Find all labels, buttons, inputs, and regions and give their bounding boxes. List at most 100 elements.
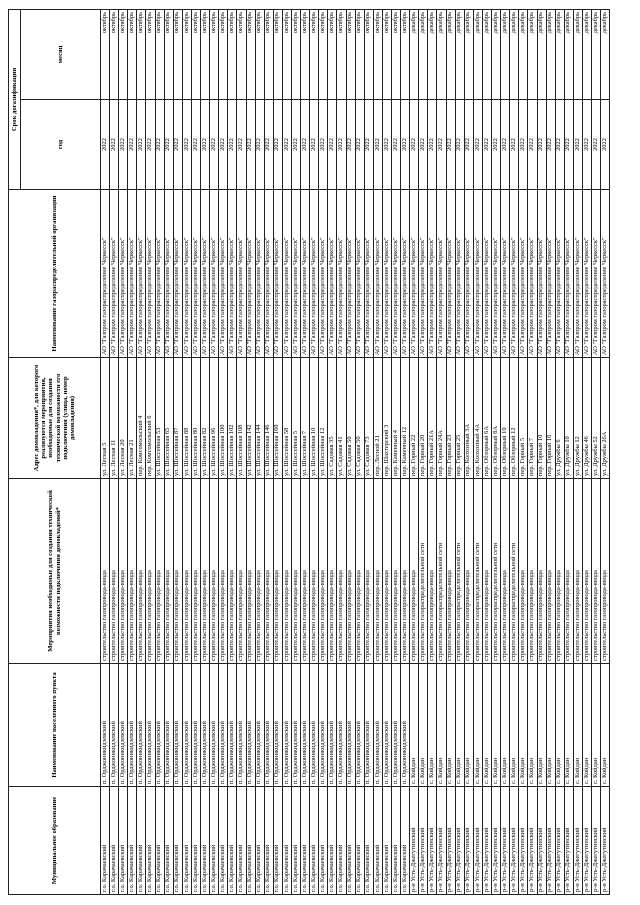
settlement-cell: п. Орджоникидзевский	[273, 663, 283, 787]
year-cell: 2022	[300, 99, 310, 190]
settlement-cell: с. Койдан	[427, 663, 437, 787]
municipality-cell: г.о. Карачаевский	[209, 786, 219, 895]
month-cell: декабрь	[509, 9, 519, 100]
year-cell: 2022	[509, 99, 519, 190]
municipality-cell: г.о. Карачаевский	[355, 786, 365, 895]
table-row: г.о. Карачаевский п. Орджоникидзевский стр…	[118, 9, 128, 895]
measure-cell: строительство газопровода-ввода	[427, 478, 437, 664]
measure-cell: строительство газопровода-ввода	[155, 478, 165, 664]
year-cell: 2022	[436, 99, 447, 190]
month-cell: октябрь	[209, 9, 219, 100]
address-cell: пер. Обзорный 10	[500, 357, 510, 479]
org-cell: АО "Газпром газораспределение Черкесск"	[509, 189, 519, 358]
month-cell: декабрь	[418, 9, 428, 100]
month-cell: декабрь	[564, 9, 574, 100]
settlement-cell: п. Орджоникидзевский	[164, 663, 174, 787]
measure-cell: строительство газопровода-ввода	[291, 478, 301, 664]
org-cell: АО "Газпром газораспределение Черкесск"	[300, 189, 310, 358]
measure-cell: строительство газопровода-ввода	[573, 478, 583, 664]
org-cell: АО "Газпром газораспределение Черкесск"	[373, 189, 383, 358]
table-row: г.о. Карачаевский п. Орджоникидзевский стр…	[227, 9, 237, 895]
year-cell: 2022	[127, 99, 137, 190]
month-cell: декабрь	[427, 9, 437, 100]
month-cell: октябрь	[218, 9, 228, 100]
table-row: г.о. Карачаевский п. Орджоникидзевский стр…	[309, 9, 319, 895]
municipality-cell: г.о. Карачаевский	[118, 786, 128, 895]
settlement-cell: с. Койдан	[491, 663, 501, 787]
org-cell: АО "Газпром газораспределение Черкесск"	[173, 189, 183, 358]
org-cell: АО "Газпром газораспределение Черкесск"	[482, 189, 492, 358]
month-cell: декабрь	[591, 9, 601, 100]
gasification-table: Муниципальное образование Наименование н…	[8, 9, 610, 895]
measure-cell: строительство газораспределительной сети	[455, 478, 465, 664]
settlement-cell: п. Орджоникидзевский	[382, 663, 392, 787]
municipality-cell: р-н Усть-Джегутинский	[600, 786, 610, 895]
settlement-cell: п. Орджоникидзевский	[291, 663, 301, 787]
measure-cell: строительство газопровода-ввода	[318, 478, 328, 664]
address-cell: пер. Лесной 21	[373, 357, 383, 479]
year-cell: 2022	[555, 99, 565, 190]
table-row: р-н Усть-Джегутинский с. Койдан строительс…	[518, 9, 528, 895]
year-cell: 2022	[209, 99, 219, 190]
measure-cell: строительство газопровода-ввода	[246, 478, 256, 664]
municipality-cell: р-н Усть-Джегутинский	[573, 786, 583, 895]
measure-cell: строительство газопровода-ввода	[546, 478, 556, 664]
settlement-cell: с. Койдан	[600, 663, 610, 787]
month-cell: октябрь	[382, 9, 392, 100]
settlement-cell: п. Орджоникидзевский	[282, 663, 292, 787]
municipality-cell: г.о. Карачаевский	[291, 786, 301, 895]
table-row: р-н Усть-Джегутинский с. Койдан строительс…	[600, 9, 610, 895]
address-cell: ул. Шоссейная 10	[309, 357, 319, 479]
municipality-cell: г.о. Карачаевский	[255, 786, 265, 895]
address-cell: ул. Шоссейная 108	[236, 357, 246, 479]
settlement-cell: п. Орджоникидзевский	[246, 663, 256, 787]
address-cell: ул. Шоссейная 87	[173, 357, 183, 479]
org-cell: АО "Газпром газораспределение Черкесск"	[427, 189, 437, 358]
table-row: г.о. Карачаевский п. Орджоникидзевский стр…	[182, 9, 192, 895]
table-row: р-н Усть-Джегутинский с. Койдан строительс…	[537, 9, 547, 895]
org-cell: АО "Газпром газораспределение Черкесск"	[409, 189, 419, 358]
table-row: г.о. Карачаевский п. Орджоникидзевский стр…	[355, 9, 365, 895]
measure-cell: строительство газопровода-ввода	[400, 478, 410, 664]
table-row: г.о. Карачаевский п. Орджоникидзевский стр…	[145, 9, 156, 895]
municipality-cell: г.о. Карачаевский	[164, 786, 174, 895]
measure-cell: строительство газопровода-ввода	[218, 478, 228, 664]
settlement-cell: п. Орджоникидзевский	[327, 663, 337, 787]
settlement-cell: п. Орджоникидзевский	[346, 663, 356, 787]
settlement-cell: с. Койдан	[436, 663, 447, 787]
table-row: р-н Усть-Джегутинский с. Койдан строительс…	[500, 9, 510, 895]
municipality-cell: р-н Усть-Джегутинский	[546, 786, 556, 895]
settlement-cell: с. Койдан	[564, 663, 574, 787]
year-cell: 2022	[373, 99, 383, 190]
settlement-cell: с. Койдан	[418, 663, 428, 787]
table-row: г.о. Карачаевский п. Орджоникидзевский стр…	[327, 9, 337, 895]
month-cell: декабрь	[573, 9, 583, 100]
settlement-cell: п. Орджоникидзевский	[300, 663, 310, 787]
year-cell: 2022	[282, 99, 292, 190]
year-cell: 2022	[327, 99, 337, 190]
measure-cell: строительство газораспределительной сети	[509, 478, 519, 664]
month-cell: октябрь	[300, 9, 310, 100]
month-cell: октябрь	[373, 9, 383, 100]
address-cell: ул. Шоссейная 88	[182, 357, 192, 479]
municipality-cell: г.о. Карачаевский	[309, 786, 319, 895]
table-row: г.о. Карачаевский п. Орджоникидзевский стр…	[127, 9, 137, 895]
address-cell: ул. Шоссейная 5	[291, 357, 301, 479]
settlement-cell: п. Орджоникидзевский	[336, 663, 347, 787]
table-row: г.о. Карачаевский п. Орджоникидзевский стр…	[346, 9, 356, 895]
table-row: г.о. Карачаевский п. Орджоникидзевский стр…	[291, 9, 301, 895]
municipality-cell: р-н Усть-Джегутинский	[527, 786, 537, 895]
org-cell: АО "Газпром газораспределение Черкесск"	[327, 189, 337, 358]
year-cell: 2022	[491, 99, 501, 190]
org-cell: АО "Газпром газораспределение Черкесск"	[582, 189, 592, 358]
org-cell: АО "Газпром газораспределение Черкесск"	[518, 189, 528, 358]
measure-cell: строительство газопровода-ввода	[227, 478, 237, 664]
table-row: р-н Усть-Джегутинский с. Койдан строительс…	[473, 9, 483, 895]
municipality-cell: г.о. Карачаевский	[400, 786, 410, 895]
municipality-cell: г.о. Карачаевский	[264, 786, 274, 895]
measure-cell: строительство газопровода-ввода	[282, 478, 292, 664]
org-cell: АО "Газпром газораспределение Черкесск"	[127, 189, 137, 358]
header-year: год	[20, 99, 101, 190]
year-cell: 2022	[418, 99, 428, 190]
